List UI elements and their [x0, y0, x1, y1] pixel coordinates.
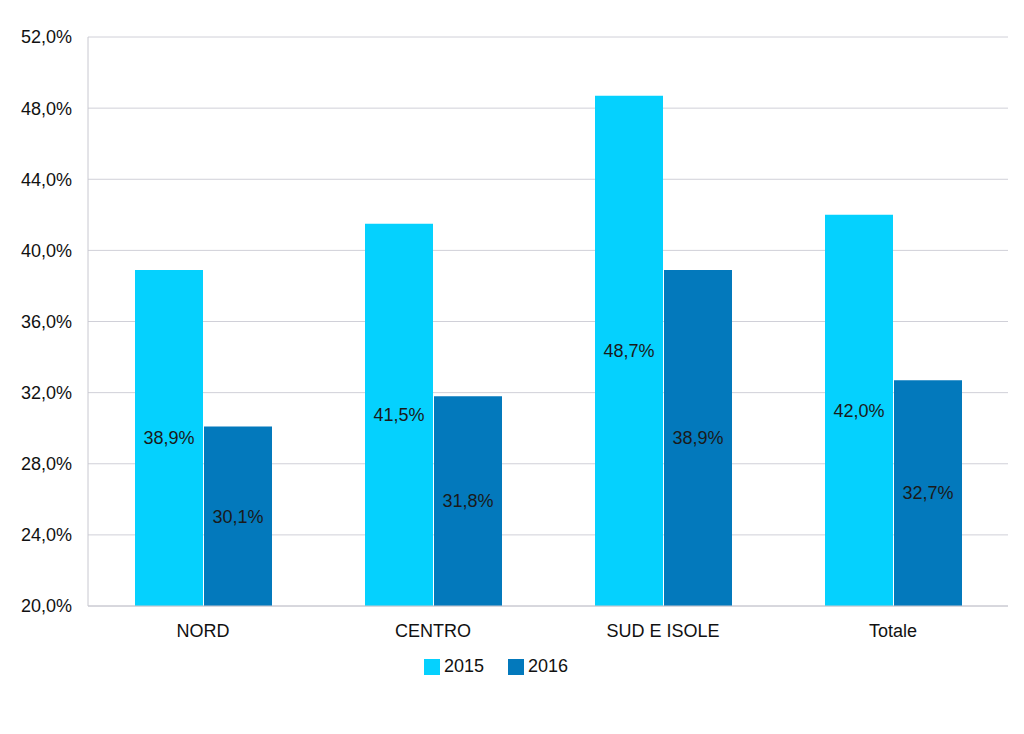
svg-text:48,7%: 48,7%: [603, 341, 654, 361]
svg-text:32,7%: 32,7%: [902, 483, 953, 503]
svg-text:38,9%: 38,9%: [143, 428, 194, 448]
svg-text:32,0%: 32,0%: [21, 383, 72, 403]
html-text:2016: 2016: [528, 656, 568, 676]
svg-text:38,9%: 38,9%: [672, 428, 723, 448]
svg-text:NORD: NORD: [177, 621, 230, 641]
svg-text:31,8%: 31,8%: [442, 491, 493, 511]
svg-text:CENTRO: CENTRO: [395, 621, 471, 641]
svg-text:20,0%: 20,0%: [21, 596, 72, 616]
svg-text:36,0%: 36,0%: [21, 312, 72, 332]
svg-text:28,0%: 28,0%: [21, 454, 72, 474]
svg-text:Totale: Totale: [869, 621, 917, 641]
svg-text:41,5%: 41,5%: [373, 405, 424, 425]
svg-text:44,0%: 44,0%: [21, 170, 72, 190]
svg-text:40,0%: 40,0%: [21, 241, 72, 261]
svg-text:24,0%: 24,0%: [21, 525, 72, 545]
svg-text:SUD E ISOLE: SUD E ISOLE: [606, 621, 719, 641]
svg-text:42,0%: 42,0%: [833, 401, 884, 421]
svg-text:48,0%: 48,0%: [21, 99, 72, 119]
svg-text:52,0%: 52,0%: [21, 27, 72, 47]
svg-text:30,1%: 30,1%: [212, 507, 263, 527]
html-text:2015: 2015: [444, 656, 484, 676]
